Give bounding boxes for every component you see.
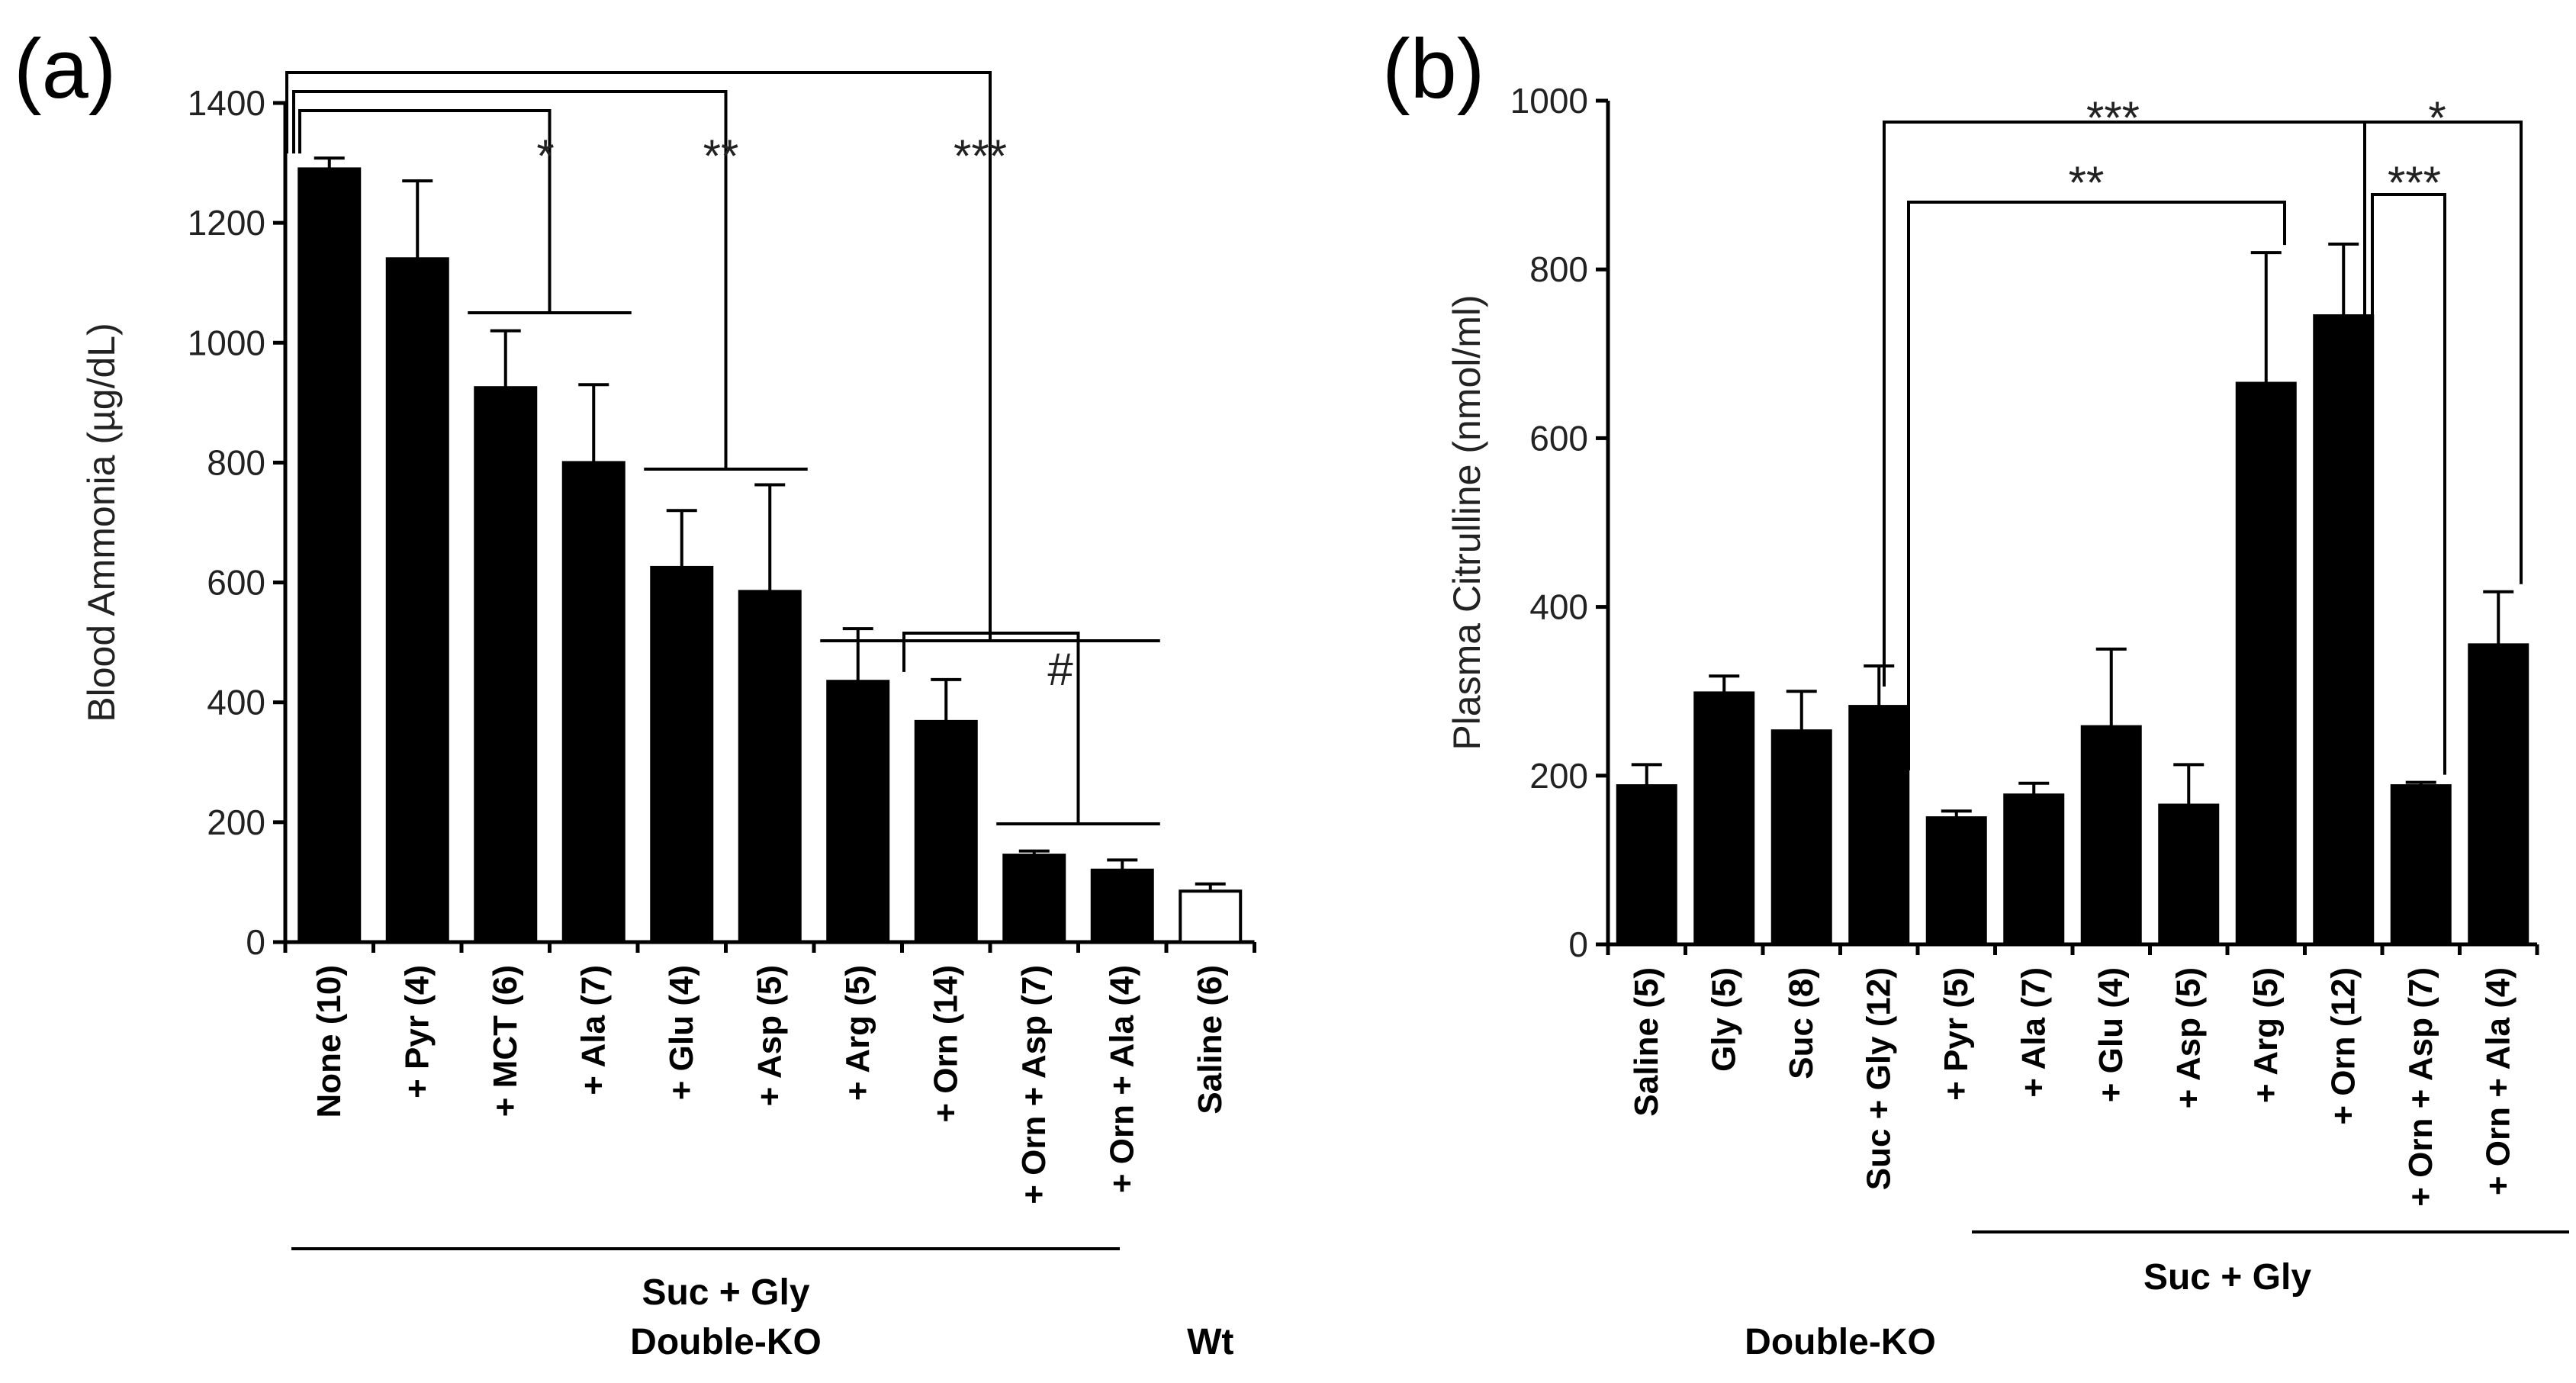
y-tick-label: 600	[1529, 418, 1588, 458]
category-label: + Asp (5)	[751, 965, 788, 1106]
category-label: + Glu (4)	[663, 965, 700, 1100]
significance-label: *	[536, 130, 554, 182]
y-tick-label: 1200	[188, 203, 265, 243]
bar	[2080, 725, 2142, 946]
category-label: Suc + Gly (12)	[1860, 967, 1897, 1190]
category-label: + Glu (4)	[2092, 967, 2130, 1102]
y-axis-title: Blood Ammonia (µg/dL)	[80, 323, 123, 722]
panel-label: (b)	[1382, 22, 1484, 116]
category-label: Saline (6)	[1192, 965, 1229, 1114]
significance-bracket	[285, 71, 992, 641]
significance-bracket	[292, 90, 728, 469]
category-label: + Orn (14)	[927, 965, 964, 1123]
category-label: + Orn + Ala (4)	[1103, 965, 1140, 1193]
panel-b-plasma-citrulline-chart: (b) 0 200 400 600 800 1000 Plasma Citrulline (n…	[1382, 22, 2569, 1362]
bar	[2468, 643, 2529, 946]
significance-label: ***	[2086, 92, 2140, 143]
significance-label: ***	[954, 130, 1007, 182]
y-tick-label: 400	[1529, 587, 1588, 627]
y-tick-label: 200	[207, 802, 265, 842]
significance-bracket	[298, 109, 552, 313]
group-label: Wt	[1187, 1322, 1233, 1362]
y-tick-label: 1000	[188, 323, 265, 362]
category-label: + Arg (5)	[839, 965, 876, 1101]
significance-bracket	[2371, 193, 2446, 839]
significance-label: **	[2069, 157, 2105, 208]
group-label: Suc + Gly	[2143, 1257, 2311, 1298]
category-label: + Orn (12)	[2324, 967, 2362, 1125]
significance-bracket	[1907, 201, 2286, 770]
category-label: + Pyr (4)	[398, 965, 436, 1098]
bar	[297, 167, 362, 944]
bar	[1770, 729, 1832, 946]
category-label: + Arg (5)	[2247, 967, 2285, 1103]
bar	[650, 565, 714, 944]
bar	[2235, 381, 2297, 946]
bar	[1616, 784, 1677, 947]
significance-bracket	[902, 632, 1080, 824]
bar	[1179, 889, 1243, 944]
bar	[2003, 793, 2065, 947]
bar	[1693, 691, 1755, 946]
bar	[2390, 784, 2452, 947]
significance-bracket	[2363, 121, 2523, 641]
significance-label: **	[703, 130, 739, 182]
bar	[826, 680, 890, 944]
bar	[1925, 816, 1987, 946]
category-label: + Orn + Asp (7)	[2402, 967, 2439, 1207]
category-label: Gly (5)	[1705, 967, 1742, 1072]
bar	[474, 386, 538, 944]
significance-label: ***	[2388, 157, 2441, 208]
bar	[2158, 803, 2220, 947]
y-tick-label: 0	[246, 922, 265, 962]
category-label: + Orn + Asp (7)	[1015, 965, 1053, 1204]
category-label: Suc (8)	[1783, 967, 1820, 1079]
y-tick-label: 200	[1529, 756, 1588, 796]
category-label: + Ala (7)	[2015, 967, 2052, 1098]
category-label: + Orn + Ala (4)	[2479, 967, 2517, 1195]
panel-a-blood-ammonia-chart: (a) 0 200 400 600 800 1000 1200 1400 Blood Ammoni…	[14, 22, 1256, 1362]
category-label: None (10)	[310, 965, 348, 1118]
bar	[1002, 854, 1066, 944]
category-label: + Asp (5)	[2169, 967, 2207, 1108]
y-tick-label: 800	[1529, 249, 1588, 289]
significance-label: *	[2428, 92, 2446, 143]
bar	[1090, 868, 1154, 944]
bar	[914, 719, 978, 944]
significance-label: #	[1047, 644, 1073, 695]
y-tick-label: 1000	[1510, 81, 1588, 121]
category-label: + MCT (6)	[487, 965, 524, 1117]
y-tick-label: 0	[1568, 925, 1588, 964]
bar	[561, 461, 626, 944]
panel-label: (a)	[14, 22, 116, 116]
bar	[385, 257, 449, 944]
y-tick-label: 400	[207, 683, 265, 722]
y-axis-title: Plasma Citrulline (nmol/ml)	[1446, 294, 1488, 750]
group-label: Suc + Gly	[642, 1272, 809, 1313]
y-tick-label: 800	[207, 442, 265, 482]
bar	[1848, 705, 1910, 946]
category-label: + Pyr (5)	[1938, 967, 1975, 1101]
y-tick-label: 600	[207, 563, 265, 603]
y-tick-label: 1400	[188, 83, 265, 123]
group-label: Double-KO	[1745, 1322, 1936, 1362]
bar	[738, 590, 802, 944]
category-label: Saline (5)	[1628, 967, 1665, 1117]
group-label: Double-KO	[630, 1322, 822, 1362]
category-label: + Ala (7)	[574, 965, 612, 1095]
